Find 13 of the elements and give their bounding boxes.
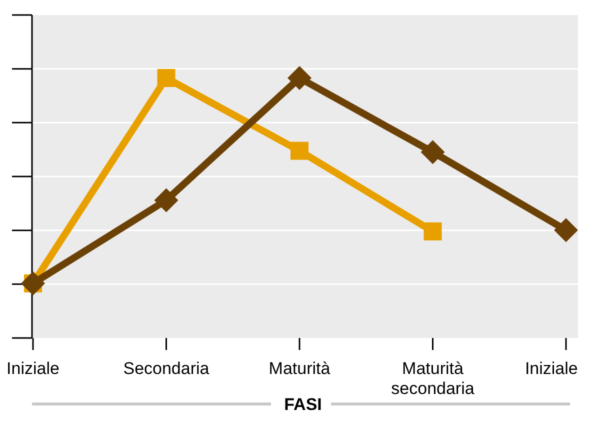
x-tick-label: Iniziale [6,359,60,378]
x-tick-label: Maturità secondaria [391,359,475,398]
point [554,218,578,242]
x-tick-label: Maturità [268,359,331,378]
point [154,188,178,212]
x-tick-label: Secondaria [123,359,210,378]
point [157,69,176,87]
point [288,66,312,90]
point [290,142,308,160]
x-axis-title: FASI [284,395,322,414]
x-tick-label: Iniziale [524,359,578,378]
point [424,222,442,240]
point [420,140,445,164]
